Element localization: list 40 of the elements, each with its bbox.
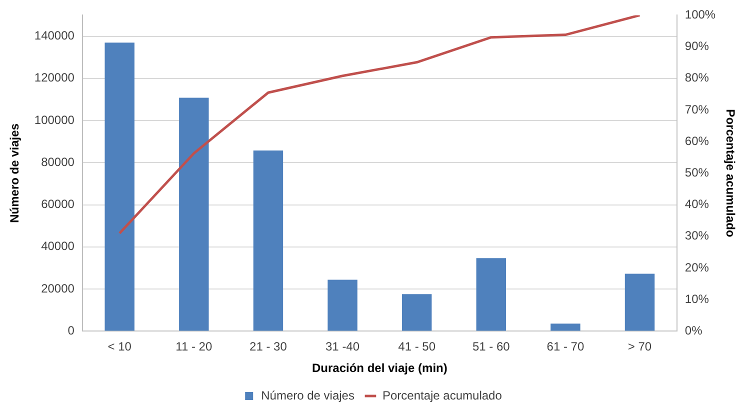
legend-label: Porcentaje acumulado — [382, 388, 502, 402]
x-tick-label: 31 -40 — [326, 340, 360, 354]
y2-tick-label: 60% — [684, 134, 710, 148]
x-axis-title: Duración del viaje (min) — [312, 361, 448, 376]
bar — [476, 258, 506, 331]
y2-tick-label: 40% — [684, 197, 710, 212]
y-tick-label: 20000 — [41, 281, 75, 296]
y-tick-label: 120000 — [34, 70, 75, 85]
x-tick-label: 11 - 20 — [176, 340, 212, 354]
x-tick-label: 21 - 30 — [250, 340, 288, 354]
y-tick-label: 0 — [68, 324, 75, 338]
x-tick-label: 61 - 70 — [546, 340, 584, 354]
y-axis-title: Número de viajes — [8, 123, 22, 223]
y2-tick-label: 80% — [684, 70, 710, 85]
y2-tick-label: 0% — [684, 324, 703, 338]
x-tick-label: 41 - 50 — [398, 340, 436, 354]
y-tick-label: 60000 — [41, 197, 75, 212]
bar — [104, 42, 134, 331]
y2-tick-label: 50% — [684, 166, 710, 180]
bar — [253, 150, 284, 331]
y2-tick-label: 90% — [684, 39, 710, 54]
y2-tick-label: 100% — [684, 8, 716, 22]
y2-axis-title: Porcentaje acumulado — [723, 109, 738, 238]
y2-tick-label: 20% — [684, 260, 710, 274]
x-tick-label: < 10 — [108, 340, 132, 354]
y-tick-label: 40000 — [41, 239, 75, 254]
y2-tick-label: 10% — [684, 292, 710, 306]
y2-tick-label: 30% — [684, 228, 710, 243]
y-tick-label: 140000 — [34, 28, 75, 43]
bar — [402, 294, 432, 331]
bar — [624, 274, 655, 331]
bar — [550, 324, 580, 331]
x-tick-label: > 70 — [628, 340, 652, 354]
x-tick-label: 51 - 60 — [472, 340, 510, 354]
y2-tick-label: 70% — [684, 102, 710, 116]
y-tick-label: 100000 — [34, 112, 75, 127]
bar — [179, 98, 209, 331]
bar — [328, 280, 358, 331]
legend-label: Número de viajes — [261, 388, 354, 402]
y-tick-label: 80000 — [41, 154, 75, 169]
